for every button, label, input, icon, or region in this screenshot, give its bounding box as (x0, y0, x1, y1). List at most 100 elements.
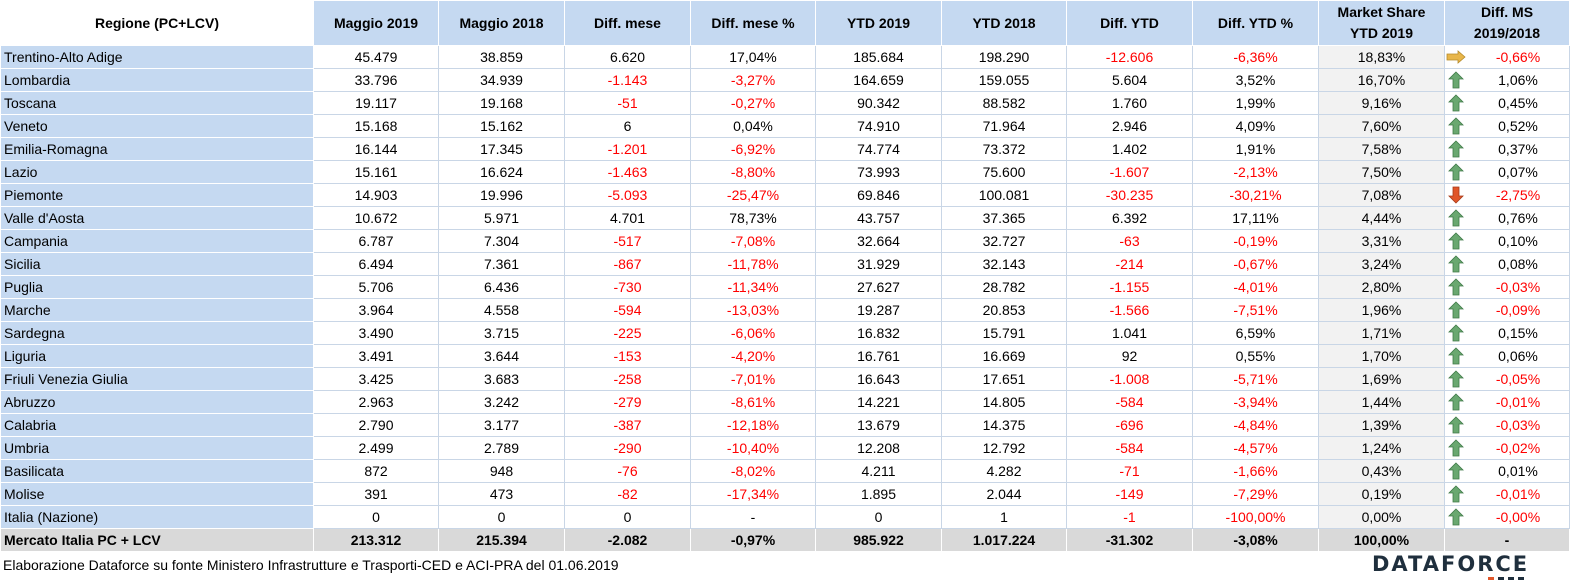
cell-diff-month: -1.463 (564, 160, 691, 184)
total-may-2018: 215.394 (438, 528, 565, 552)
header-market-share-line2: YTD 2019 (1349, 25, 1414, 41)
cell-region: Trentino-Alto Adige (0, 45, 314, 69)
arrow-up-icon (1446, 508, 1468, 526)
cell-diff-ytd-pct: -6,36% (1192, 45, 1319, 69)
header-diff-month-pct: Diff. mese % (690, 0, 816, 46)
cell-may-2019: 15.168 (313, 114, 439, 138)
cell-ytd-2019: 73.993 (815, 160, 942, 184)
table-row: Sardegna 3.490 3.715 -225 -6,06% 16.832 15.791… (0, 321, 1570, 345)
cell-diff-ms: -0,01% (1444, 390, 1570, 414)
arrow-right-icon (1446, 50, 1468, 64)
cell-diff-ms: 0,10% (1444, 229, 1570, 253)
cell-diff-ytd-pct: -7,51% (1192, 298, 1319, 322)
diff-ms-value: 0,15% (1498, 325, 1538, 341)
table-body: Trentino-Alto Adige 45.479 38.859 6.620 17,0… (0, 45, 1570, 529)
diff-ms-value: 0,76% (1498, 210, 1538, 226)
cell-diff-month: -387 (564, 413, 691, 437)
cell-region: Campania (0, 229, 314, 253)
cell-market-share: 18,83% (1318, 45, 1445, 69)
cell-diff-ytd-pct: 1,99% (1192, 91, 1319, 115)
total-diff-month-pct: -0,97% (690, 528, 816, 552)
cell-may-2019: 3.964 (313, 298, 439, 322)
cell-diff-month: -1.201 (564, 137, 691, 161)
cell-may-2018: 7.361 (438, 252, 565, 276)
cell-ytd-2018: 20.853 (941, 298, 1067, 322)
table-row: Piemonte 14.903 19.996 -5.093 -25,47% 69.846 1… (0, 183, 1570, 207)
cell-ytd-2019: 4.211 (815, 459, 942, 483)
cell-may-2019: 391 (313, 482, 439, 506)
table-row: Sicilia 6.494 7.361 -867 -11,78% 31.929 32.143… (0, 252, 1570, 276)
cell-diff-ytd: -71 (1066, 459, 1193, 483)
cell-may-2019: 872 (313, 459, 439, 483)
diff-ms-value: -0,00% (1495, 509, 1541, 525)
diff-ms-value: 0,45% (1498, 95, 1538, 111)
cell-market-share: 1,70% (1318, 344, 1445, 368)
cell-diff-month-pct: 17,04% (690, 45, 816, 69)
cell-market-share: 0,00% (1318, 505, 1445, 529)
cell-may-2019: 3.491 (313, 344, 439, 368)
cell-ytd-2019: 1.895 (815, 482, 942, 506)
cell-ytd-2018: 12.792 (941, 436, 1067, 460)
cell-market-share: 1,71% (1318, 321, 1445, 345)
diff-ms-value: -0,09% (1495, 302, 1541, 318)
cell-ytd-2018: 2.044 (941, 482, 1067, 506)
cell-diff-month: -290 (564, 436, 691, 460)
cell-may-2018: 0 (438, 505, 565, 529)
cell-ytd-2019: 74.774 (815, 137, 942, 161)
cell-diff-month: -153 (564, 344, 691, 368)
cell-ytd-2018: 15.791 (941, 321, 1067, 345)
cell-market-share: 7,50% (1318, 160, 1445, 184)
cell-diff-ytd-pct: -4,84% (1192, 413, 1319, 437)
cell-may-2019: 10.672 (313, 206, 439, 230)
arrow-up-icon (1446, 370, 1468, 388)
cell-may-2019: 6.787 (313, 229, 439, 253)
cell-may-2018: 15.162 (438, 114, 565, 138)
header-ytd-2018: YTD 2018 (941, 0, 1067, 46)
diff-ms-value: 0,06% (1498, 348, 1538, 364)
cell-diff-month-pct: 78,73% (690, 206, 816, 230)
header-market-share: Market Share YTD 2019 (1318, 0, 1445, 46)
cell-diff-ms: 1,06% (1444, 68, 1570, 92)
cell-diff-ytd-pct: -0,67% (1192, 252, 1319, 276)
cell-market-share: 9,16% (1318, 91, 1445, 115)
table-row: Umbria 2.499 2.789 -290 -10,40% 12.208 12.792-… (0, 436, 1570, 460)
table-row: Italia (Nazione) 0 0 0-0 1 -1 -100,00% 0,00% -0,… (0, 505, 1570, 529)
cell-diff-month-pct: -10,40% (690, 436, 816, 460)
cell-may-2019: 6.494 (313, 252, 439, 276)
total-diff-ytd-pct: -3,08% (1192, 528, 1319, 552)
cell-diff-ytd: -1.566 (1066, 298, 1193, 322)
regional-market-table: Regione (PC+LCV) Maggio 2019 Maggio 2018… (0, 0, 1570, 552)
cell-diff-ytd: -696 (1066, 413, 1193, 437)
cell-diff-ytd-pct: -3,94% (1192, 390, 1319, 414)
cell-region: Sicilia (0, 252, 314, 276)
cell-diff-ms: -0,00% (1444, 505, 1570, 529)
cell-may-2019: 2.499 (313, 436, 439, 460)
diff-ms-value: -0,03% (1495, 279, 1541, 295)
header-region: Regione (PC+LCV) (0, 0, 314, 46)
cell-market-share: 1,44% (1318, 390, 1445, 414)
cell-diff-ms: -0,03% (1444, 413, 1570, 437)
cell-may-2018: 38.859 (438, 45, 565, 69)
cell-ytd-2018: 4.282 (941, 459, 1067, 483)
header-diff-ytd: Diff. YTD (1066, 0, 1193, 46)
cell-may-2019: 19.117 (313, 91, 439, 115)
cell-market-share: 7,08% (1318, 183, 1445, 207)
cell-diff-ytd-pct: 17,11% (1192, 206, 1319, 230)
header-diff-ytd-pct: Diff. YTD % (1192, 0, 1319, 46)
total-ytd-2018: 1.017.224 (941, 528, 1067, 552)
cell-diff-month: 0 (564, 505, 691, 529)
cell-diff-ms: 0,76% (1444, 206, 1570, 230)
cell-diff-ytd: -584 (1066, 436, 1193, 460)
cell-region: Puglia (0, 275, 314, 299)
cell-may-2019: 14.903 (313, 183, 439, 207)
cell-may-2019: 2.790 (313, 413, 439, 437)
table-row: Calabria 2.790 3.177 -387 -12,18% 13.679 14.37… (0, 413, 1570, 437)
cell-ytd-2019: 13.679 (815, 413, 942, 437)
diff-ms-value: 1,06% (1498, 72, 1538, 88)
cell-diff-ytd: -214 (1066, 252, 1193, 276)
cell-diff-month-pct: -11,78% (690, 252, 816, 276)
cell-diff-month-pct: -12,18% (690, 413, 816, 437)
cell-region: Liguria (0, 344, 314, 368)
table-row: Marche 3.964 4.558 -594 -13,03% 19.287 20.853-… (0, 298, 1570, 322)
cell-diff-ytd-pct: 1,91% (1192, 137, 1319, 161)
